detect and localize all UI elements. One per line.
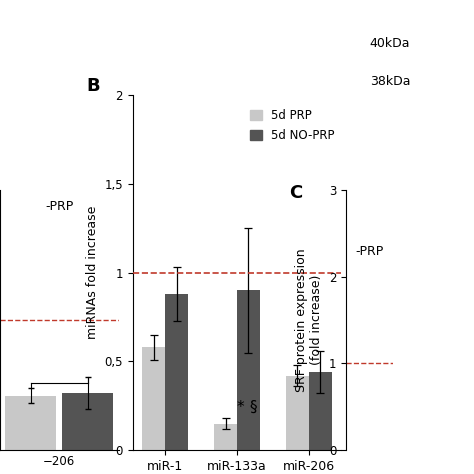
Text: 38kDa: 38kDa	[370, 75, 410, 88]
Text: B: B	[87, 77, 100, 95]
Text: -PRP: -PRP	[45, 201, 73, 213]
Bar	[309, 372, 332, 450]
Bar	[286, 375, 309, 450]
Bar	[5, 395, 56, 450]
Bar	[237, 290, 260, 450]
Bar	[165, 294, 188, 450]
Text: C: C	[289, 184, 302, 202]
Bar	[63, 393, 113, 450]
Y-axis label: SRF protein expression
(fold increase): SRF protein expression (fold increase)	[295, 248, 323, 392]
Legend: 5d PRP, 5d NO-PRP: 5d PRP, 5d NO-PRP	[246, 104, 339, 147]
Text: -PRP: -PRP	[356, 245, 384, 258]
Y-axis label: miRNAs fold increase: miRNAs fold increase	[86, 206, 99, 339]
Bar	[142, 347, 165, 450]
Bar	[214, 424, 237, 450]
Text: §: §	[249, 400, 256, 415]
Text: *: *	[237, 400, 245, 415]
Text: 40kDa: 40kDa	[370, 37, 410, 50]
